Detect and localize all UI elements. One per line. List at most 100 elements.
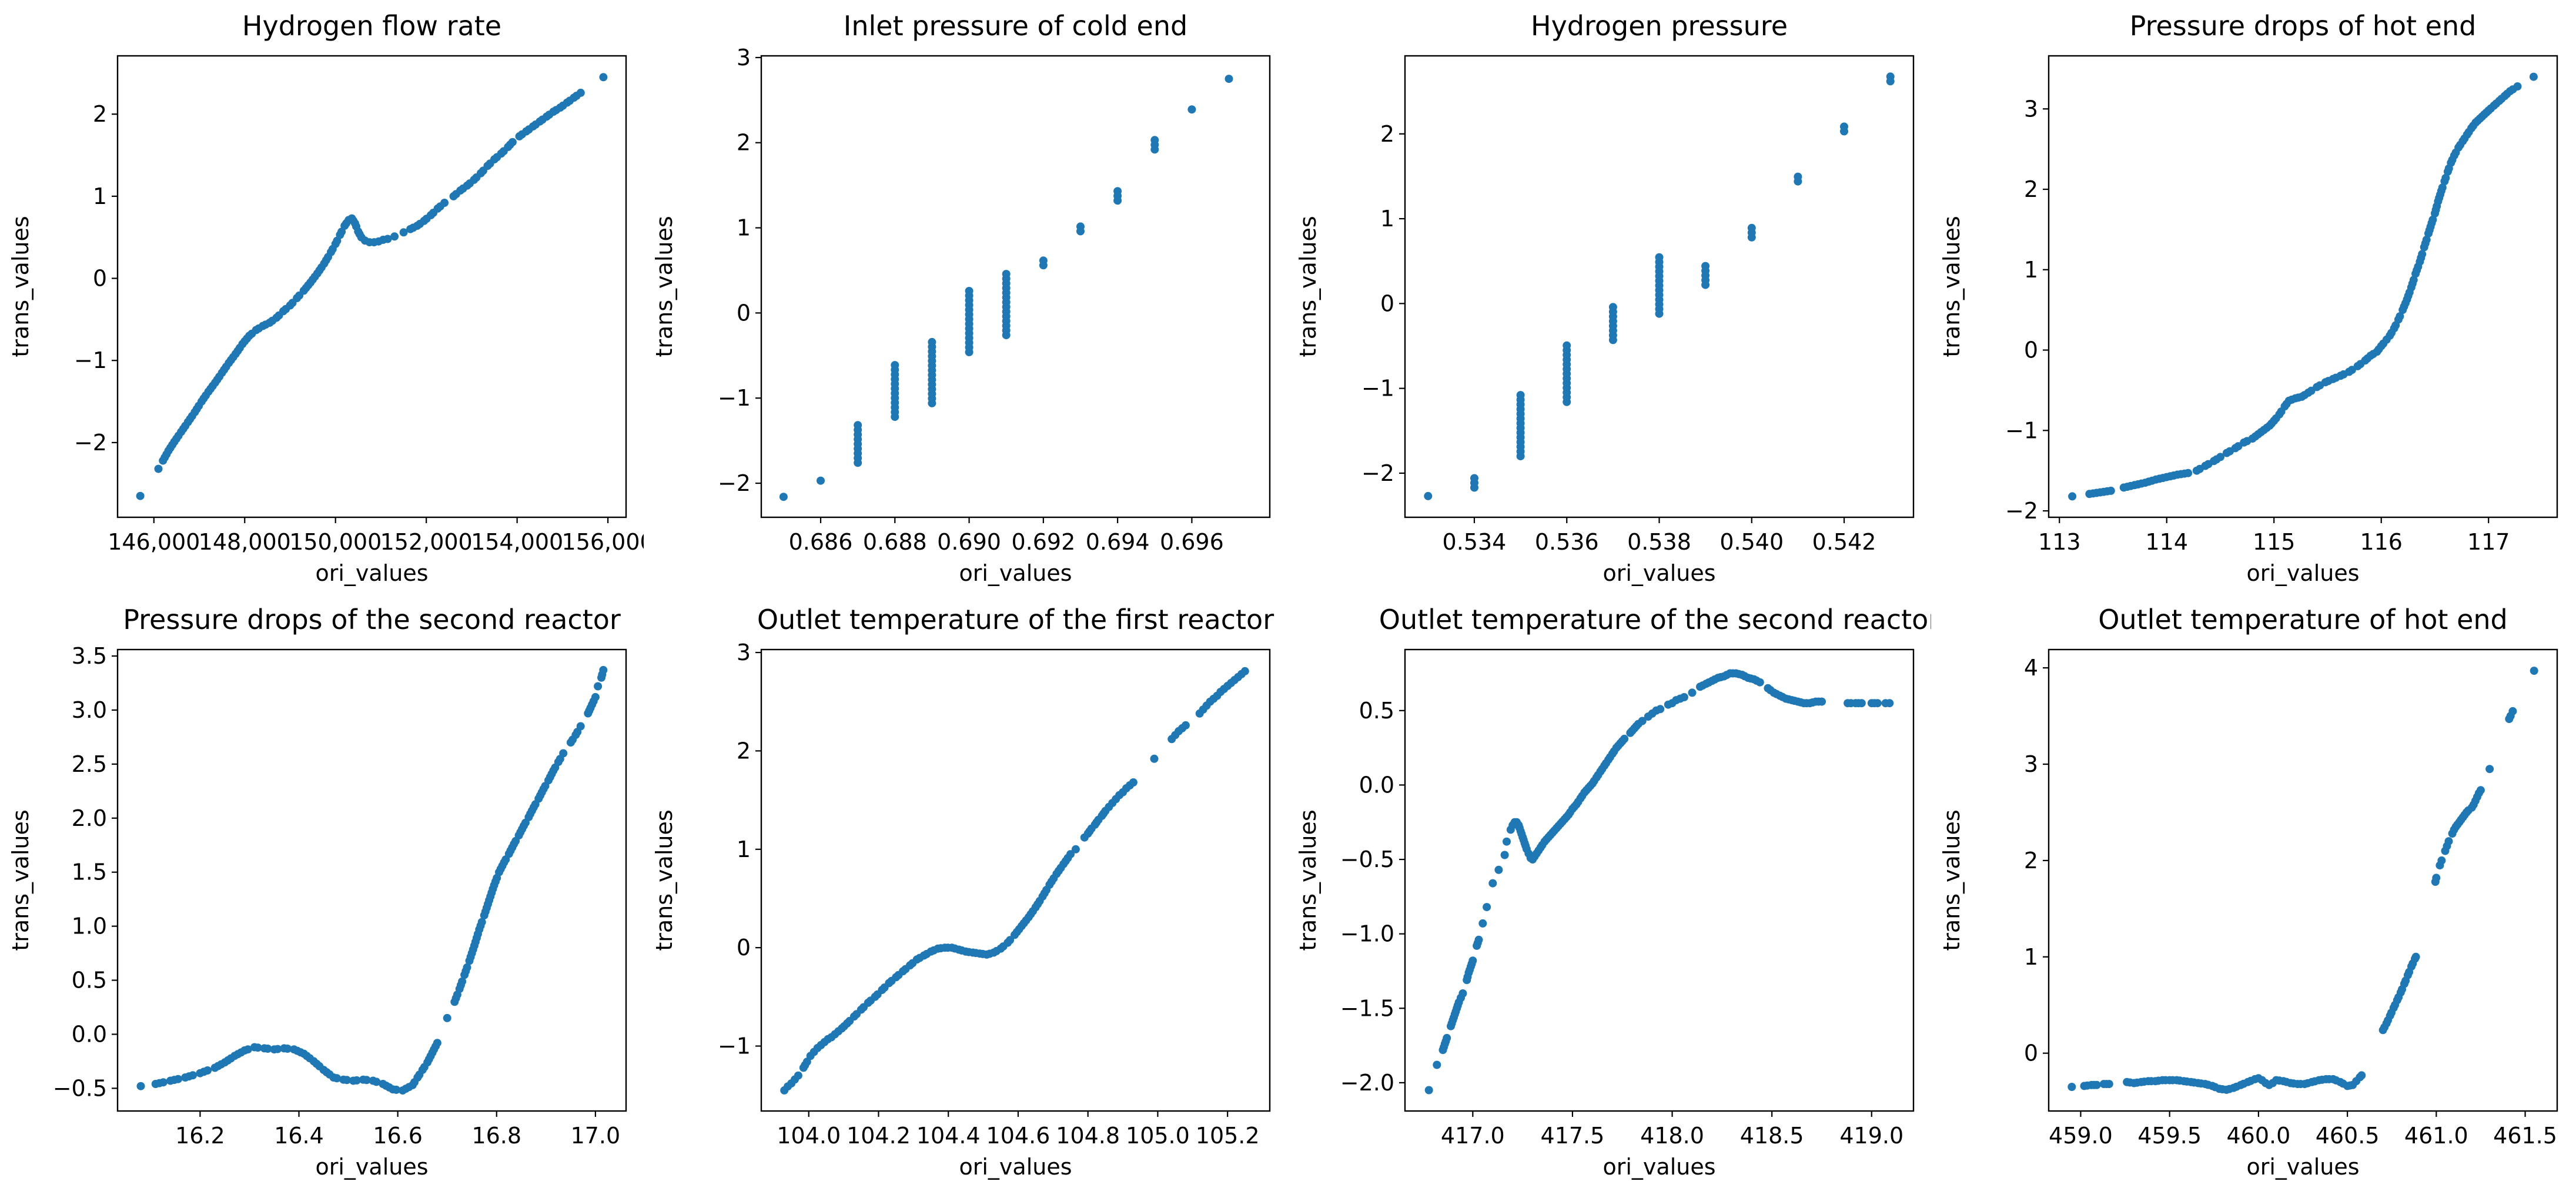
y-tick-label: 0: [737, 300, 751, 326]
y-tick-label: 0.5: [72, 968, 107, 993]
axes-spine: [2048, 648, 2558, 1112]
x-tick-label: 156,000: [562, 529, 644, 555]
chart-svg: 459.0 459.5 460.0 460.5 461.0 461.5 0 1 2 3 4 Outle…: [1939, 604, 2558, 1180]
tick-labels: 459.0 459.5 460.0 460.5 461.0 461.5 0 1 2 3 4: [2024, 655, 2557, 1149]
y-tick-label: 3: [737, 640, 751, 665]
x-tick-label: 460.5: [2316, 1123, 2380, 1149]
y-tick-label: −2: [2005, 498, 2038, 524]
subplot-hydrogen-flow-rate: 146,000 148,000 150,000 152,000 154,000 156,0…: [0, 0, 644, 594]
tick-labels: 0.686 0.688 0.690 0.692 0.694 0.696 −2 −1 0 1 2 3: [718, 45, 1224, 555]
y-tick-label: 2: [2024, 176, 2038, 202]
y-tick-label: −1.0: [1340, 921, 1394, 947]
x-tick-label: 16.6: [373, 1123, 423, 1149]
axis-ticks: [755, 651, 1229, 1117]
x-tick-label: 418.0: [1640, 1123, 1704, 1149]
y-tick-label: 0: [2024, 1040, 2038, 1066]
y-tick-label: −0.5: [1340, 846, 1394, 872]
x-tick-label: 0.696: [1160, 529, 1224, 555]
x-tick-label: 104.8: [1056, 1123, 1120, 1149]
x-tick-label: 104.4: [916, 1123, 981, 1149]
plot-title: Inlet pressure of cold end: [844, 10, 1187, 42]
y-tick-label: 1: [737, 836, 751, 862]
x-tick-label: 16.2: [175, 1123, 225, 1149]
plot-title: Hydrogen flow rate: [242, 10, 501, 42]
y-tick-label: 2: [737, 130, 751, 156]
x-tick-label: 104.6: [986, 1123, 1051, 1149]
x-tick-label: 0.692: [1011, 529, 1075, 555]
plot-title: Outlet temperature of the second reactor: [1379, 604, 1931, 635]
axis-ticks: [112, 655, 596, 1117]
x-tick-label: 0.540: [1719, 529, 1784, 555]
x-tick-label: 461.0: [2404, 1123, 2468, 1149]
axis-ticks: [2043, 108, 2490, 523]
x-tick-label: 0.536: [1535, 529, 1599, 555]
tick-labels: 104.0 104.2 104.4 104.6 104.8 105.0 105.2 −1 0 1 2…: [718, 640, 1260, 1149]
axis-ticks: [112, 113, 609, 523]
y-tick-label: −1: [74, 347, 107, 373]
y-axis-label: trans_values: [8, 809, 34, 951]
scatter-points: [2068, 72, 2538, 501]
x-tick-label: 419.0: [1839, 1123, 1903, 1149]
y-tick-label: 2: [2024, 848, 2038, 874]
x-tick-label: 150,000: [289, 529, 382, 555]
x-tick-label: 418.5: [1740, 1123, 1804, 1149]
chart-svg: 0.686 0.688 0.690 0.692 0.694 0.696 −2 −1 0 1 2 3 In…: [651, 10, 1271, 586]
y-tick-label: −1: [718, 385, 751, 411]
y-tick-label: 0.0: [1359, 772, 1394, 798]
x-tick-label: 105.0: [1126, 1123, 1190, 1149]
x-tick-label: 17.0: [571, 1123, 621, 1149]
axis-ticks: [1399, 710, 1872, 1117]
y-tick-label: 0: [2024, 337, 2038, 363]
axis-ticks: [2043, 667, 2526, 1117]
chart-svg: 146,000148,000150,000152,000154,000156,0…: [8, 10, 644, 586]
y-tick-label: 0.0: [72, 1021, 107, 1047]
tick-labels: 113 114 115 116 117 −2 −1 0 1 2 3: [2005, 96, 2510, 555]
y-tick-label: 1: [2024, 257, 2038, 283]
y-tick-label: 3: [2024, 751, 2038, 777]
axes-spine: [116, 648, 627, 1112]
tick-labels: 0.534 0.536 0.538 0.540 0.542 −2 −1 0 1 2: [1361, 121, 1876, 555]
tick-labels: 16.2 16.4 16.6 16.8 17.0 −0.5 0.0 0.5 1.0 1.5 2.0 2…: [53, 643, 620, 1149]
axes-spine: [1404, 648, 1915, 1112]
subplot-pressure-drops-of-the-second-reactor: 16.2 16.4 16.6 16.8 17.0 −0.5 0.0 0.5 1.0 1.5 2.0 2…: [0, 594, 644, 1187]
x-tick-label: 104.2: [847, 1123, 911, 1149]
chart-svg: 417.0 417.5 418.0 418.5 419.0 −2.0 −1.5 −1.0 −0.…: [1295, 604, 1931, 1180]
scatter-points: [780, 667, 1249, 1095]
subplot-pressure-drops-of-hot-end: 113 114 115 116 117 −2 −1 0 1 2 3 Pressure drops of…: [1931, 0, 2575, 594]
chart-svg: 16.2 16.4 16.6 16.8 17.0 −0.5 0.0 0.5 1.0 1.5 2.0 2…: [8, 604, 627, 1180]
subplot-outlet-temperature-of-hot-end: 459.0 459.5 460.0 460.5 461.0 461.5 0 1 2 3 4 Outle…: [1931, 594, 2575, 1187]
x-tick-label: 117: [2467, 529, 2510, 555]
y-axis-label: trans_values: [651, 809, 677, 951]
x-tick-label: 459.5: [2137, 1123, 2202, 1149]
x-axis-label: ori_values: [959, 1154, 1072, 1180]
axes-spine: [2048, 55, 2558, 518]
plot-title: Pressure drops of the second reactor: [123, 604, 621, 635]
axis-ticks: [755, 56, 1193, 523]
x-tick-label: 0.534: [1443, 529, 1507, 555]
x-tick-label: 0.686: [789, 529, 853, 555]
x-axis-label: ori_values: [315, 1154, 428, 1180]
y-tick-label: −1: [2005, 417, 2038, 443]
axis-ticks: [1399, 133, 1845, 523]
x-tick-label: 460.0: [2226, 1123, 2290, 1149]
x-tick-label: 0.690: [937, 529, 1001, 555]
plot-title: Outlet temperature of hot end: [2098, 604, 2507, 635]
y-axis-label: trans_values: [1295, 809, 1321, 951]
y-axis-label: trans_values: [1939, 809, 1965, 951]
chart-svg: 113 114 115 116 117 −2 −1 0 1 2 3 Pressure drops of…: [1939, 10, 2558, 586]
x-tick-label: 146,000: [108, 529, 200, 555]
y-tick-label: 1.5: [72, 859, 107, 885]
y-tick-label: −1: [718, 1033, 751, 1059]
x-axis-label: ori_values: [1603, 560, 1715, 586]
y-tick-label: −1.5: [1340, 995, 1394, 1021]
x-axis-label: ori_values: [959, 560, 1072, 586]
scatter-points: [2068, 667, 2538, 1094]
scatter-points: [779, 75, 1233, 501]
chart-svg: 0.534 0.536 0.538 0.540 0.542 −2 −1 0 1 2 Hydrogen…: [1295, 10, 1915, 586]
x-axis-label: ori_values: [2246, 560, 2359, 586]
chart-svg: 104.0 104.2 104.4 104.6 104.8 105.0 105.2 −1 0 1 2…: [651, 604, 1274, 1180]
y-tick-label: −1: [1361, 376, 1394, 401]
y-axis-label: trans_values: [8, 216, 34, 357]
x-tick-label: 459.0: [2049, 1123, 2113, 1149]
tick-labels: 417.0 417.5 418.0 418.5 419.0 −2.0 −1.5 −1.0 −0.…: [1340, 698, 1903, 1149]
